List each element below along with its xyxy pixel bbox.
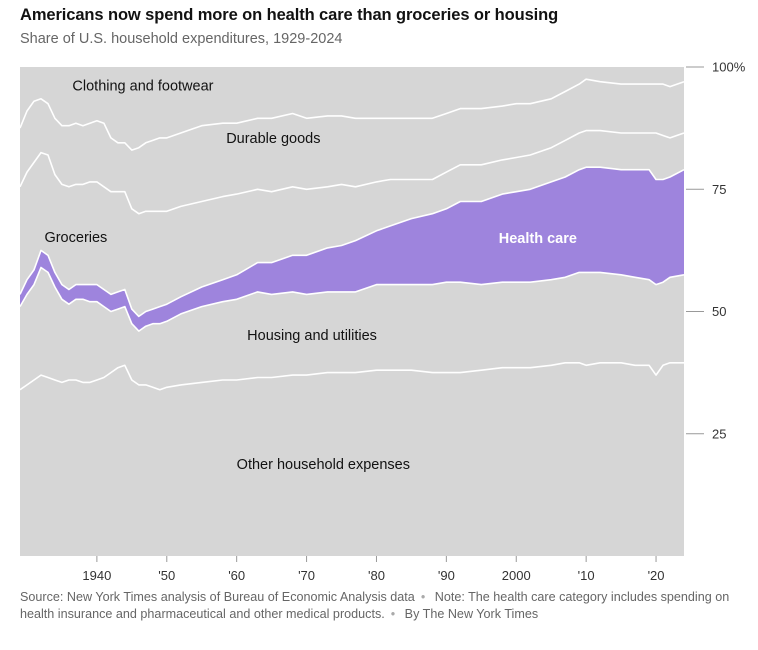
x-tick-label: '20 [648, 568, 665, 583]
label-other-household-expenses: Other household expenses [237, 457, 410, 473]
label-groceries: Groceries [44, 230, 107, 246]
footer-separator: • [390, 607, 396, 621]
y-tick-label: 25 [712, 426, 726, 441]
x-tick-label: '90 [438, 568, 455, 583]
area-other-household-expenses [20, 362, 684, 556]
y-axis: 25 50 75 100% [686, 60, 746, 441]
area-durable-goods [20, 79, 684, 214]
boundary-housing-and-utilities [19, 266, 685, 332]
source-note: Source: New York Times analysis of Burea… [20, 590, 415, 604]
byline: By The New York Times [404, 607, 539, 621]
boundary-groceries [19, 129, 685, 215]
x-tick-label: '70 [298, 568, 315, 583]
area-health-care [20, 167, 684, 332]
area-layers [19, 67, 685, 556]
area-housing-and-utilities [20, 267, 684, 390]
x-tick-label: '80 [368, 568, 385, 583]
area-clothing-and-footwear [20, 67, 684, 151]
chart-footer: Source: New York Times analysis of Burea… [20, 589, 750, 623]
label-health-care: Health care [499, 231, 577, 247]
x-tick-label: 2000 [502, 568, 531, 583]
area-groceries [20, 130, 684, 317]
boundary-health-care [19, 166, 685, 318]
x-tick-label: '50 [158, 568, 175, 583]
x-tick-label: '10 [578, 568, 595, 583]
label-housing-and-utilities: Housing and utilities [247, 328, 377, 344]
chart-title: Americans now spend more on health care … [20, 6, 559, 24]
y-tick-label: 50 [712, 304, 726, 319]
x-tick-label: '60 [228, 568, 245, 583]
boundary-durable-goods [19, 78, 685, 151]
label-durable-goods: Durable goods [226, 131, 320, 147]
label-clothing-and-footwear: Clothing and footwear [72, 79, 213, 95]
y-tick-label: 100% [712, 60, 746, 75]
data-note: Note: The health care category includes … [20, 590, 730, 621]
y-tick-label: 75 [712, 182, 726, 197]
chart-subtitle: Share of U.S. household expenditures, 19… [20, 31, 343, 47]
x-axis: 1940 '50 '60 '70 '80 '90 2000 '10 '20 [82, 556, 665, 583]
series-labels: Clothing and footwear Durable goods Grocer… [44, 79, 577, 473]
x-tick-label: 1940 [82, 568, 111, 583]
footer-separator: • [420, 590, 426, 604]
boundary-other-household-expenses [19, 362, 684, 391]
